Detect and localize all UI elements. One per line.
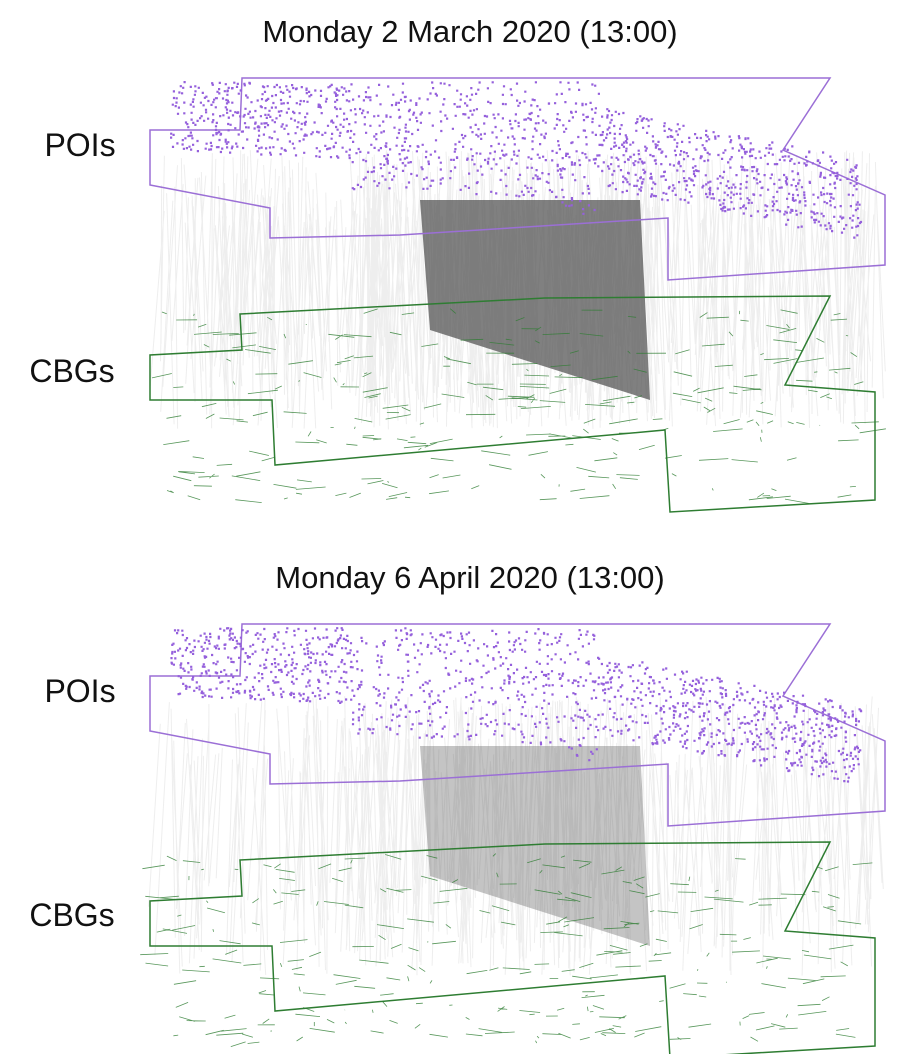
poi-points xyxy=(170,81,863,239)
cbg-boundaries xyxy=(151,308,886,504)
cbg-outline xyxy=(149,841,876,1054)
cbg-outline xyxy=(149,295,876,513)
panel-title: Monday 2 March 2020 (13:00) xyxy=(262,14,677,49)
poi-outline xyxy=(149,77,886,281)
poi-points xyxy=(170,627,863,783)
panel-title: Monday 6 April 2020 (13:00) xyxy=(275,560,664,595)
map-layers xyxy=(149,77,886,513)
map-layers xyxy=(140,623,886,1054)
flow-lines xyxy=(148,696,884,976)
poi-outline xyxy=(149,623,886,827)
layer-label: POIs xyxy=(44,673,115,709)
panel: Monday 6 April 2020 (13:00) POIs CBGs xyxy=(29,560,886,1054)
layer-label: CBGs xyxy=(29,897,114,933)
flow-core xyxy=(420,746,650,946)
layer-label: POIs xyxy=(44,127,115,163)
layer-label: CBGs xyxy=(29,353,114,389)
panel: Monday 2 March 2020 (13:00) POIs CBGs xyxy=(29,14,886,513)
cbg-boundaries xyxy=(140,853,873,1047)
flow-core xyxy=(420,200,650,400)
